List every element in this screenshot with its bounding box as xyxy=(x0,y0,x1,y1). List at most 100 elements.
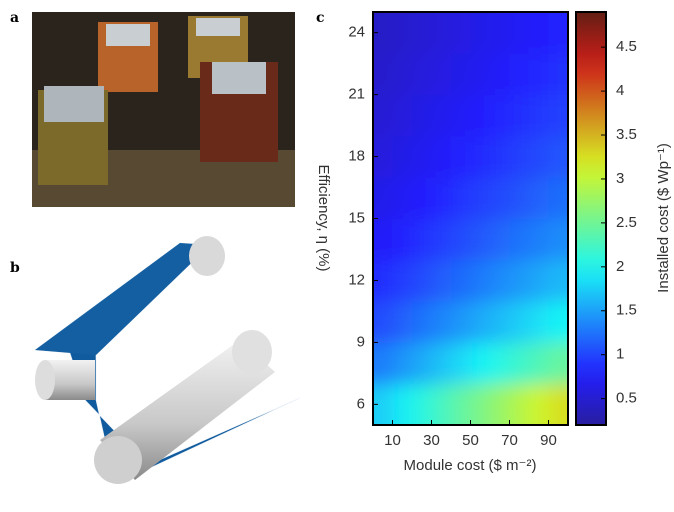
heat-cell xyxy=(490,342,510,384)
heat-cell xyxy=(412,301,432,343)
heat-cell xyxy=(393,342,413,384)
y-axis-label: Efficiency, η (%) xyxy=(315,165,332,272)
colorbar-tick-label: 2.5 xyxy=(616,214,637,231)
heat-cell xyxy=(393,95,413,137)
heat-cell xyxy=(412,53,432,95)
heat-cell xyxy=(529,136,549,178)
heat-cell xyxy=(490,260,510,302)
heat-cell xyxy=(432,53,452,95)
heat-cell xyxy=(451,301,471,343)
colorbar xyxy=(576,12,606,425)
y-tick-label: 18 xyxy=(348,148,365,165)
roll-diagram xyxy=(35,236,300,484)
heat-cell xyxy=(510,0,530,54)
heat-cell xyxy=(510,53,530,95)
x-tick-label: 50 xyxy=(462,432,479,449)
heat-cell xyxy=(432,136,452,178)
heat-cell xyxy=(432,342,452,384)
heat-cell xyxy=(393,301,413,343)
heat-cell xyxy=(510,301,530,343)
heat-cell xyxy=(529,177,549,219)
x-tick-label: 70 xyxy=(501,432,518,449)
heat-cell xyxy=(432,301,452,343)
heat-cell xyxy=(471,177,491,219)
colorbar-tick-label: 4.5 xyxy=(616,38,637,55)
heat-cell xyxy=(393,136,413,178)
heat-cell xyxy=(529,0,549,54)
colorbar-tick-label: 4 xyxy=(616,82,624,99)
y-tick-label: 9 xyxy=(357,333,365,350)
heat-cell xyxy=(471,301,491,343)
y-tick-label: 12 xyxy=(348,271,365,288)
heat-cell xyxy=(412,219,432,261)
heat-cell xyxy=(412,136,432,178)
heat-cell xyxy=(510,95,530,137)
colorbar-tick-label: 3.5 xyxy=(616,126,637,143)
heat-cell xyxy=(471,219,491,261)
heat-cell xyxy=(490,53,510,95)
heat-cell xyxy=(412,177,432,219)
heat-cell xyxy=(393,219,413,261)
heat-cell xyxy=(412,342,432,384)
heat-cell xyxy=(451,260,471,302)
heat-cell xyxy=(471,53,491,95)
heatmap xyxy=(353,0,589,446)
heat-cell xyxy=(471,342,491,384)
heat-cell xyxy=(471,260,491,302)
colorbar-tick-label: 1.5 xyxy=(616,302,637,319)
heat-cell xyxy=(510,136,530,178)
heat-cell xyxy=(529,95,549,137)
heat-cell xyxy=(529,260,549,302)
heat-cell xyxy=(432,95,452,137)
heat-cell xyxy=(432,260,452,302)
heat-cell xyxy=(412,260,432,302)
colorbar-tick-label: 1 xyxy=(616,346,624,363)
heat-cell xyxy=(529,342,549,384)
heat-cell xyxy=(412,95,432,137)
panel-letter: c xyxy=(316,10,325,26)
heat-cell xyxy=(393,0,413,54)
heat-cell xyxy=(490,0,510,54)
heat-cell xyxy=(529,301,549,343)
heat-cell xyxy=(510,342,530,384)
heat-cell xyxy=(451,177,471,219)
heat-cell xyxy=(529,219,549,261)
heat-cell xyxy=(490,219,510,261)
heat-cell xyxy=(490,177,510,219)
panel-letter: b xyxy=(10,260,20,276)
y-tick-label: 24 xyxy=(348,24,365,41)
heat-cell xyxy=(451,136,471,178)
heat-cell xyxy=(393,260,413,302)
heat-cell xyxy=(432,219,452,261)
panel-letter: a xyxy=(10,10,19,26)
heat-cell xyxy=(412,0,432,54)
heat-cell xyxy=(490,95,510,137)
heat-cell xyxy=(432,0,452,54)
heat-cell xyxy=(510,219,530,261)
x-axis-label: Module cost ($ m⁻²) xyxy=(404,457,537,474)
y-tick-label: 6 xyxy=(357,395,365,412)
heat-cell xyxy=(490,136,510,178)
heat-cell xyxy=(451,342,471,384)
heat-cell xyxy=(471,0,491,54)
figure: a b c Module cost ($ m⁻²) Efficiency, η … xyxy=(0,0,674,507)
heat-cell xyxy=(529,53,549,95)
heat-cell xyxy=(510,260,530,302)
x-tick-label: 10 xyxy=(384,432,401,449)
heatmap-cells xyxy=(353,0,589,446)
heat-cell xyxy=(451,0,471,54)
heat-cell xyxy=(451,95,471,137)
heat-cell xyxy=(432,177,452,219)
heat-cell xyxy=(451,53,471,95)
heat-cell xyxy=(393,53,413,95)
heat-cell xyxy=(451,219,471,261)
heat-cell xyxy=(471,136,491,178)
heat-cell xyxy=(393,177,413,219)
colorbar-tick-label: 2 xyxy=(616,258,624,275)
y-tick-label: 21 xyxy=(348,86,365,103)
colorbar-tick-label: 3 xyxy=(616,170,624,187)
x-tick-label: 30 xyxy=(423,432,440,449)
colorbar-label: Installed cost ($ Wp⁻¹) xyxy=(655,143,672,293)
y-tick-label: 15 xyxy=(348,209,365,226)
x-tick-label: 90 xyxy=(540,432,557,449)
